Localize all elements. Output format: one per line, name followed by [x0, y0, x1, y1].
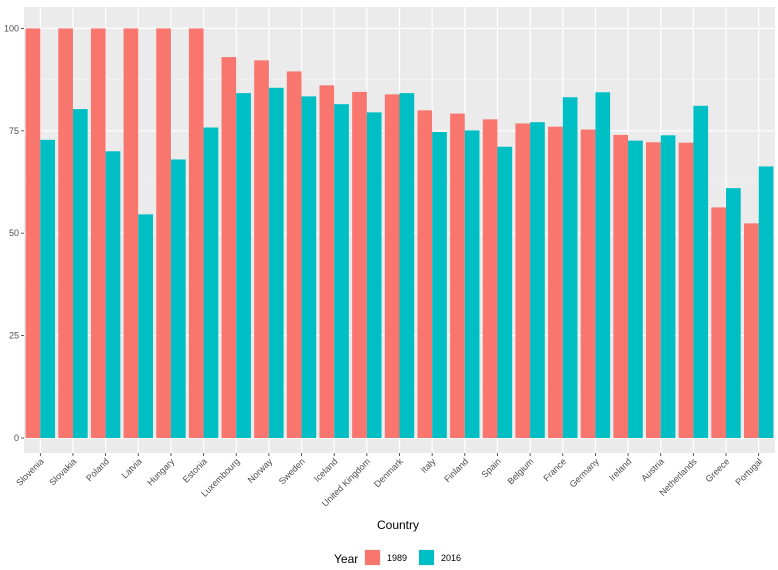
bar-belgium-1989	[515, 123, 531, 439]
bar-slovakia-1989	[58, 28, 73, 439]
bar-netherlands-1989	[678, 142, 694, 438]
bar-sweden-2016	[301, 96, 317, 438]
legend-title: Year	[334, 552, 358, 566]
x-tick-label: Portugal	[733, 456, 764, 487]
bar-iceland-1989	[319, 85, 335, 438]
bar-germany-1989	[580, 129, 596, 438]
bar-portugal-1989	[743, 223, 759, 438]
y-axis: 0 25 50 75 100	[4, 23, 24, 443]
bar-spain-1989	[482, 119, 498, 438]
bar-poland-2016	[105, 151, 121, 438]
bar-iceland-2016	[334, 104, 349, 439]
bar-luxembourg-1989	[221, 57, 237, 439]
y-tick-label: 50	[9, 228, 19, 238]
bar-norway-1989	[254, 60, 269, 438]
bar-france-2016	[562, 97, 578, 438]
y-tick-label: 75	[9, 126, 19, 136]
legend-label-1989: 1989	[387, 553, 407, 563]
bar-poland-1989	[90, 28, 106, 439]
x-tick-label: Sweden	[277, 456, 307, 486]
bar-greece-1989	[711, 207, 727, 438]
x-tick-label: Estonia	[181, 456, 209, 484]
x-tick-label: Slovakia	[47, 456, 78, 487]
bars	[25, 28, 774, 439]
bar-germany-2016	[595, 92, 611, 438]
x-tick-label: Austria	[639, 456, 666, 483]
x-tick-label: Latvia	[120, 456, 144, 480]
bar-austria-1989	[646, 142, 661, 438]
bar-slovenia-1989	[25, 28, 41, 439]
legend-swatch-1989	[365, 550, 380, 565]
bar-sweden-1989	[286, 71, 302, 439]
x-tick-label: Ireland	[607, 456, 634, 483]
bar-finland-2016	[464, 130, 480, 439]
bar-spain-2016	[497, 146, 513, 438]
bar-slovenia-2016	[40, 139, 56, 438]
legend-swatch-2016	[419, 550, 434, 565]
bar-italy-1989	[417, 110, 433, 438]
x-tick-label: Denmark	[372, 456, 405, 489]
x-tick-label: Iceland	[312, 456, 340, 484]
bar-ireland-1989	[613, 134, 629, 438]
x-tick-label: Poland	[84, 456, 111, 483]
x-tick-label: Italy	[419, 456, 438, 475]
y-tick-label: 25	[9, 331, 19, 341]
x-tick-label: Finland	[442, 456, 470, 484]
y-tick-label: 0	[14, 433, 19, 443]
bar-norway-2016	[268, 87, 284, 439]
legend: Year 1989 2016	[334, 549, 461, 566]
bar-finland-1989	[450, 113, 465, 438]
x-tick-label: Norway	[246, 456, 275, 485]
bar-slovakia-2016	[72, 109, 88, 439]
bar-france-1989	[548, 126, 563, 438]
bar-united-kingdom-2016	[366, 112, 382, 439]
bar-austria-2016	[660, 135, 676, 438]
bar-denmark-2016	[399, 93, 415, 439]
x-axis: Slovenia Slovakia Poland Latvia Hungary Eston…	[14, 453, 764, 509]
x-axis-title: Country	[377, 518, 419, 532]
bar-latvia-2016	[138, 214, 153, 438]
y-tick-label: 100	[4, 23, 19, 33]
bar-ireland-2016	[628, 140, 643, 438]
x-tick-label: France	[541, 456, 568, 483]
x-tick-label: Germany	[568, 456, 602, 490]
x-tick-label: Slovenia	[14, 456, 45, 487]
bar-united-kingdom-1989	[352, 91, 367, 438]
bar-denmark-1989	[384, 94, 400, 439]
bar-estonia-1989	[188, 28, 204, 439]
bar-netherlands-2016	[693, 105, 709, 439]
x-tick-label: Greece	[703, 456, 731, 484]
x-tick-label: Hungary	[145, 456, 176, 487]
bar-latvia-1989	[123, 28, 139, 439]
legend-label-2016: 2016	[441, 553, 461, 563]
bar-hungary-1989	[156, 28, 171, 439]
bar-italy-2016	[432, 132, 447, 438]
bar-hungary-2016	[170, 159, 186, 439]
bar-belgium-2016	[530, 122, 545, 439]
bar-luxembourg-2016	[236, 93, 251, 439]
x-tick-label: Belgium	[505, 456, 535, 486]
bar-estonia-2016	[203, 127, 219, 439]
x-tick-label: Spain	[480, 456, 503, 479]
bar-portugal-2016	[758, 166, 774, 439]
bar-greece-2016	[726, 188, 741, 438]
